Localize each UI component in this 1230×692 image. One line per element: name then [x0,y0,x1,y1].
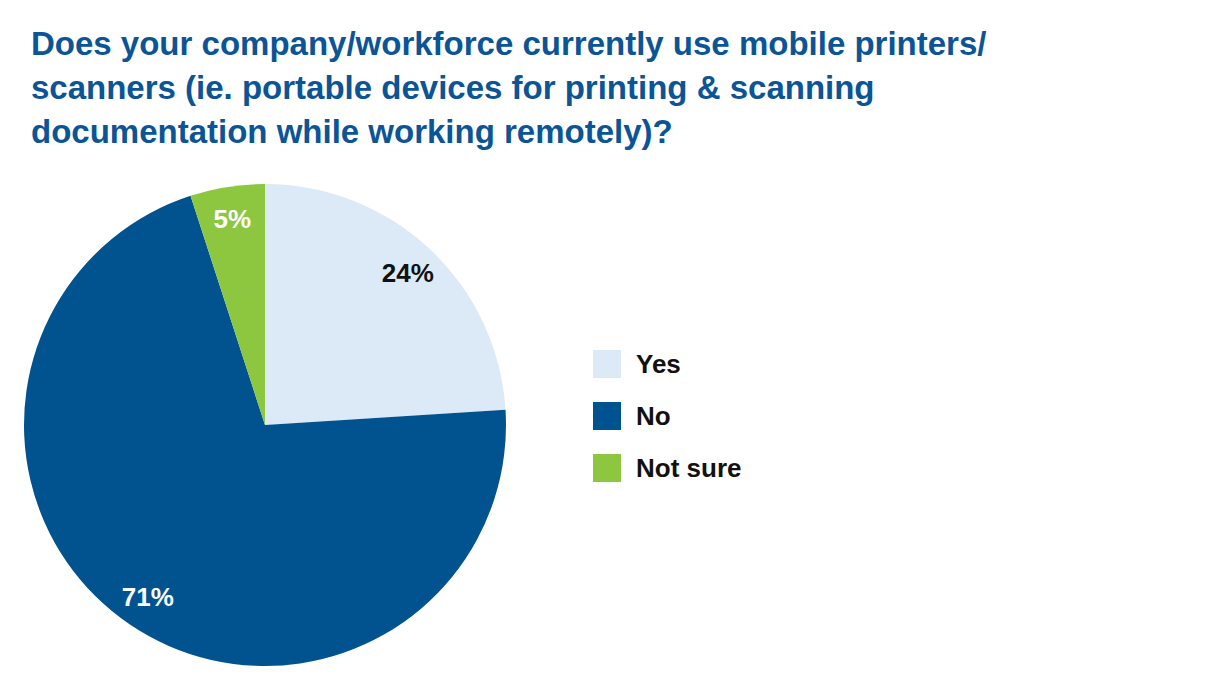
svg-text:Not sure: Not sure [636,453,741,483]
svg-text:Does your company/workforce cu: Does your company/workforce currently us… [31,25,986,62]
svg-text:24%: 24% [382,258,434,288]
svg-text:5%: 5% [214,204,252,234]
svg-text:scanners (ie. portable devices: scanners (ie. portable devices for print… [31,69,875,106]
svg-text:Yes: Yes [636,349,681,379]
svg-text:No: No [636,401,671,431]
svg-text:documentation while working re: documentation while working remotely)? [31,113,673,150]
svg-text:71%: 71% [122,582,174,612]
